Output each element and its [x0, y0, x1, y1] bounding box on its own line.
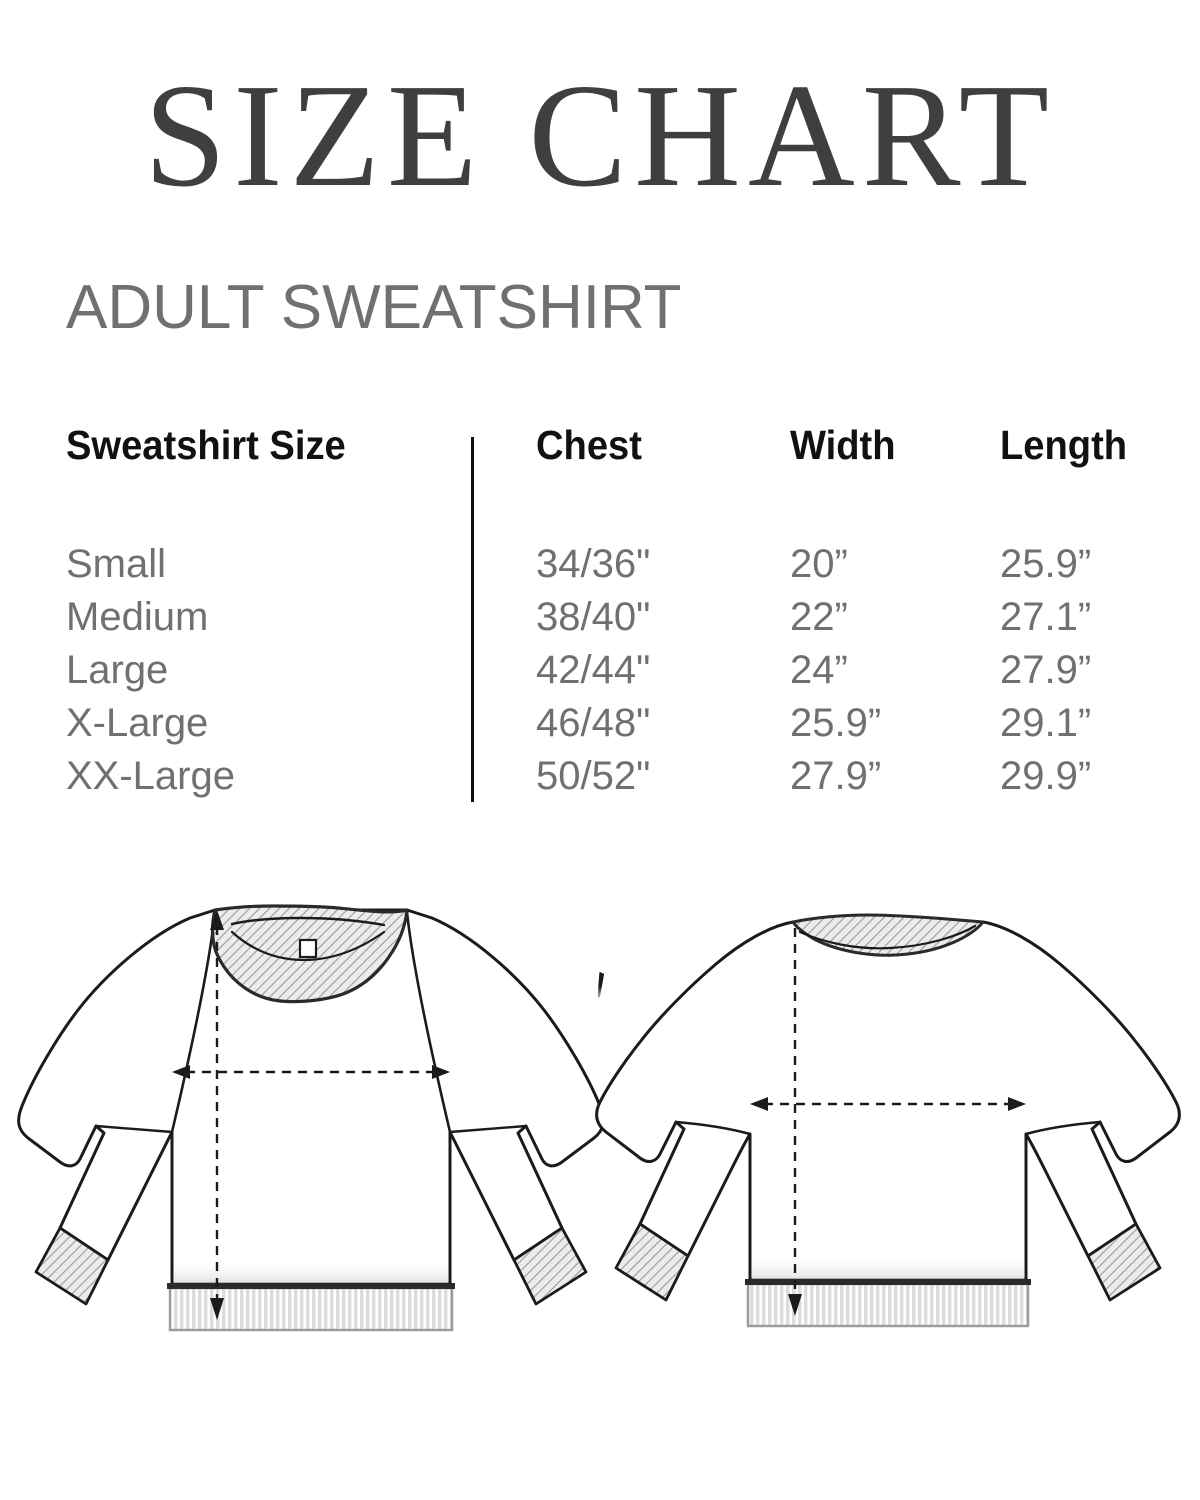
back-armhole-seam-right — [1024, 1120, 1102, 1136]
back-body-outline — [595, 920, 1181, 1282]
table-body: Small 34/36" 20” 25.9” Medium 38/40" 22”… — [0, 544, 1200, 809]
page-title: SIZE CHART — [143, 54, 1057, 218]
front-sweatshirt-illustration — [17, 904, 605, 1332]
front-collar-inner-edge — [230, 916, 386, 927]
front-sleeve-seam-left — [94, 1124, 174, 1134]
front-collar-inner-curve — [230, 930, 386, 962]
cell-chest: 46/48" — [536, 701, 651, 745]
front-ribbed-waistband — [168, 1286, 454, 1332]
cell-length: 27.1” — [1000, 595, 1092, 639]
table-row: XX-Large 50/52" 27.9” 29.9” — [0, 756, 1200, 809]
cell-chest: 34/36" — [536, 542, 651, 586]
cell-width: 24” — [790, 648, 848, 692]
cell-size: XX-Large — [66, 754, 235, 798]
back-armhole-seam-left — [674, 1120, 752, 1136]
cell-width: 27.9” — [790, 754, 882, 798]
cell-chest: 50/52" — [536, 754, 651, 798]
cell-size: Medium — [66, 595, 209, 639]
cell-width: 20” — [790, 542, 848, 586]
front-cuff-left — [34, 1226, 110, 1306]
cell-size: Small — [66, 542, 167, 586]
column-divider — [471, 437, 474, 802]
back-length-dimension-arrow — [788, 928, 802, 1316]
front-raglan-seam-right — [405, 910, 452, 1134]
front-width-dimension-arrow — [172, 1065, 450, 1079]
back-cuff-right — [1086, 1222, 1162, 1302]
table-row: Large 42/44" 24” 27.9” — [0, 650, 1200, 703]
back-hem-shading — [752, 1254, 1024, 1280]
cell-length: 27.9” — [1000, 648, 1092, 692]
sweatshirt-illustrations — [0, 880, 1200, 1350]
cell-size: Large — [66, 648, 169, 692]
front-neck-label-tag — [298, 938, 318, 959]
front-sleeve-seam-right — [448, 1124, 528, 1134]
cell-width: 25.9” — [790, 701, 882, 745]
cell-size: X-Large — [66, 701, 209, 745]
back-ribbed-waistband — [746, 1282, 1030, 1328]
back-sweatshirt-illustration — [595, 913, 1181, 1328]
column-header-chest: Chest — [536, 422, 642, 468]
table-row: Small 34/36" 20” 25.9” — [0, 544, 1200, 597]
cell-chest: 38/40" — [536, 595, 651, 639]
cell-length: 29.9” — [1000, 754, 1092, 798]
page-subtitle: ADULT SWEATSHIRT — [66, 273, 682, 342]
cell-length: 29.1” — [1000, 701, 1092, 745]
back-collar-inner-edge — [798, 924, 977, 950]
table-row: X-Large 46/48" 25.9” 29.1” — [0, 703, 1200, 756]
cell-length: 25.9” — [1000, 542, 1092, 586]
column-header-size: Sweatshirt Size — [66, 422, 346, 468]
front-length-dimension-arrow — [210, 910, 224, 1320]
front-cuff-right — [512, 1226, 588, 1306]
cell-width: 22” — [790, 595, 848, 639]
front-hem-shading — [174, 1258, 448, 1284]
table-row: Medium 38/40" 22” 27.1” — [0, 597, 1200, 650]
back-width-dimension-arrow — [750, 1097, 1026, 1111]
cell-chest: 42/44" — [536, 648, 651, 692]
sweatshirt-diagram-svg — [17, 904, 1181, 1332]
back-cuff-left — [614, 1222, 690, 1302]
size-chart-table: Sweatshirt Size Chest Width Length Small… — [0, 425, 1200, 815]
column-header-length: Length — [1000, 422, 1128, 468]
column-header-width: Width — [790, 422, 896, 468]
